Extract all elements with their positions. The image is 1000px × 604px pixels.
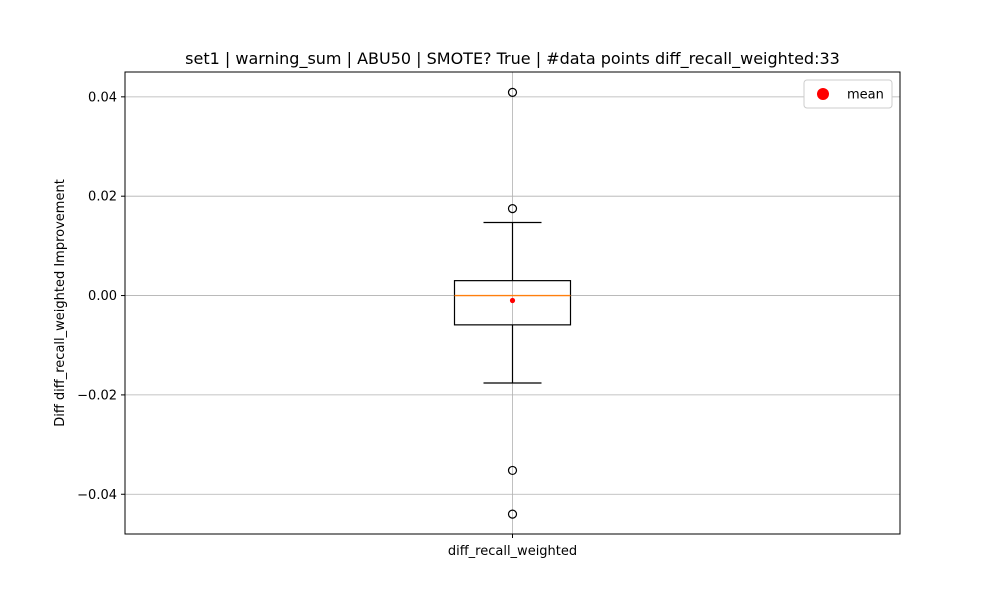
outlier-point — [507, 509, 518, 519]
y-axis-label: Diff diff_recall_weighted Improvement — [53, 179, 68, 427]
outlier-point — [507, 204, 518, 214]
legend-mean-marker — [817, 88, 829, 100]
y-tick-label: 0.04 — [88, 90, 117, 105]
x-tick-label: diff_recall_weighted — [448, 544, 577, 559]
box-layer — [453, 87, 572, 519]
legend: mean — [803, 79, 893, 109]
y-tick-label: 0.00 — [88, 289, 117, 304]
legend-box — [803, 79, 893, 109]
iqr-box — [453, 280, 572, 326]
outlier-point — [507, 465, 518, 476]
chart-title: set1 | warning_sum | ABU50 | SMOTE? True… — [185, 49, 840, 69]
y-tick-label: −0.04 — [77, 488, 117, 503]
mean-point — [509, 297, 516, 304]
legend-mean-label: mean — [847, 88, 884, 103]
axis-layer: −0.04 −0.02 0.00 0.02 0.04 diff_recall_weight… — [77, 90, 577, 559]
y-tick-label: −0.02 — [77, 388, 117, 403]
y-tick-label: 0.02 — [88, 190, 117, 205]
outlier-point — [507, 87, 518, 97]
